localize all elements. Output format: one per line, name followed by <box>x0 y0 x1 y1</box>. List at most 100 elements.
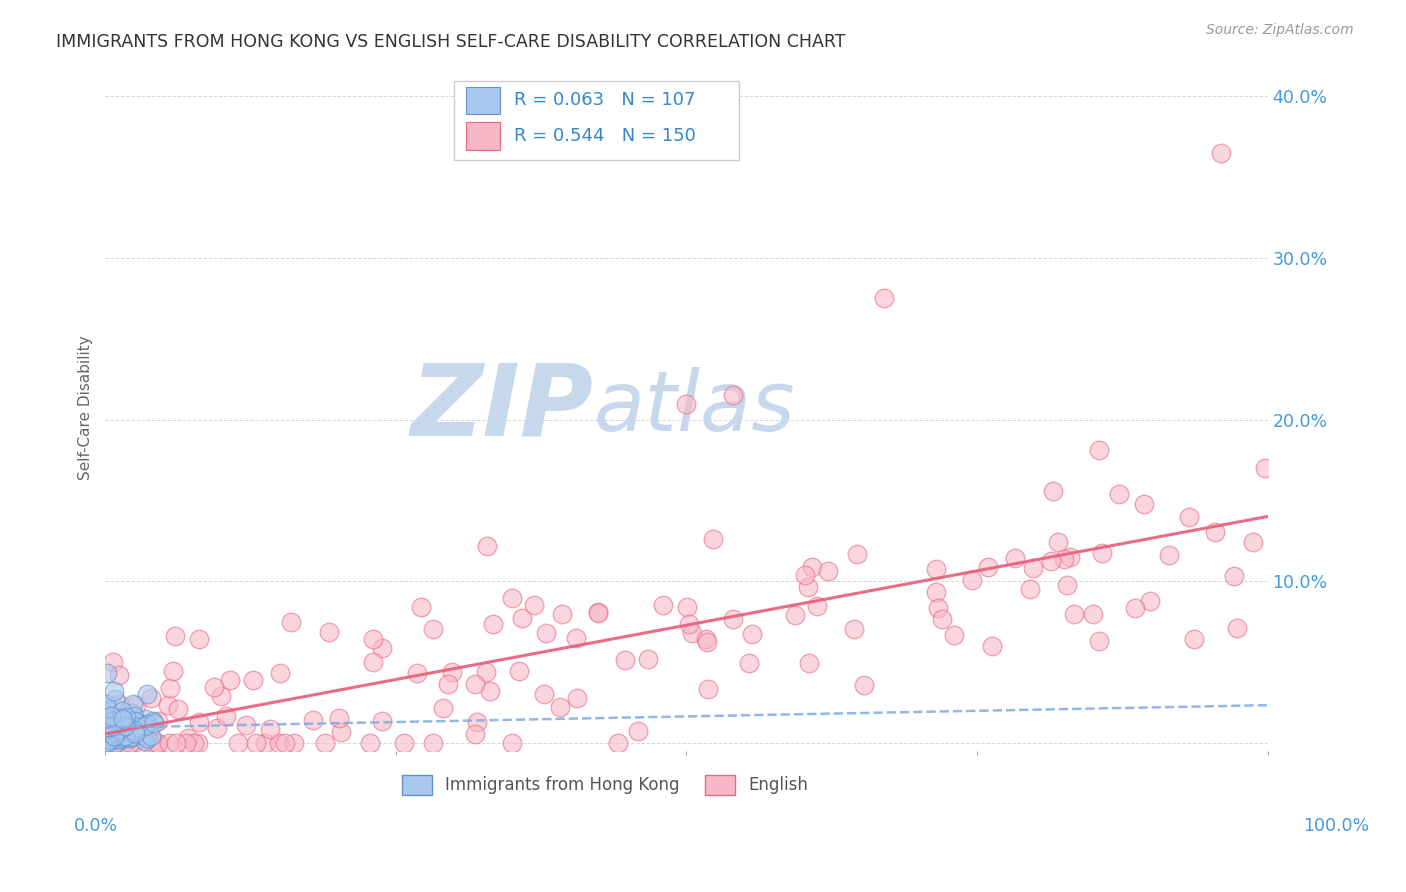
Point <box>104 692 127 706</box>
Point <box>101 722 124 736</box>
Text: R = 0.063   N = 107: R = 0.063 N = 107 <box>515 92 696 110</box>
Point <box>188 714 211 729</box>
Text: R = 0.544   N = 150: R = 0.544 N = 150 <box>515 128 696 145</box>
Point <box>110 721 132 735</box>
Point <box>927 601 949 615</box>
Point <box>122 708 145 723</box>
Point <box>97 731 120 746</box>
Point <box>464 727 486 741</box>
Point <box>114 724 136 739</box>
Point <box>1178 509 1201 524</box>
Point <box>111 730 134 744</box>
Point <box>129 736 152 750</box>
Point <box>215 708 238 723</box>
Point <box>422 622 444 636</box>
Point <box>361 632 384 646</box>
Point <box>131 731 153 746</box>
Point <box>111 712 134 726</box>
Point <box>97 733 120 747</box>
Point <box>142 716 165 731</box>
Point <box>801 559 824 574</box>
Point <box>117 729 139 743</box>
Point <box>111 704 134 718</box>
Point <box>101 723 124 737</box>
Point <box>110 718 132 732</box>
Point <box>793 567 815 582</box>
Point <box>721 612 744 626</box>
Point <box>394 736 416 750</box>
Point <box>925 585 948 599</box>
Point <box>94 724 117 739</box>
Point <box>564 631 586 645</box>
Point <box>219 673 242 688</box>
Point <box>110 724 132 739</box>
Point <box>242 673 264 687</box>
Point <box>107 667 129 681</box>
Point <box>107 723 129 738</box>
Point <box>135 731 157 746</box>
Point <box>98 720 121 734</box>
Point <box>510 611 533 625</box>
Point <box>741 627 763 641</box>
Point <box>96 724 118 739</box>
Point <box>157 736 180 750</box>
Point <box>108 715 131 730</box>
Point <box>1132 498 1154 512</box>
Point <box>738 657 761 671</box>
Point <box>931 612 953 626</box>
Point <box>139 729 162 743</box>
Point <box>1059 550 1081 565</box>
Point <box>105 721 128 735</box>
Point <box>799 656 821 670</box>
Text: atlas: atlas <box>593 368 794 448</box>
Point <box>1053 551 1076 566</box>
Point <box>533 687 555 701</box>
Point <box>112 714 135 729</box>
Point <box>111 729 134 743</box>
Point <box>283 736 305 750</box>
Point <box>110 718 132 732</box>
Point <box>104 736 127 750</box>
Point <box>97 723 120 738</box>
Point <box>114 728 136 742</box>
Point <box>122 723 145 738</box>
Point <box>146 736 169 750</box>
Point <box>1139 594 1161 608</box>
Point <box>165 736 187 750</box>
Point <box>142 736 165 750</box>
Point <box>104 736 127 750</box>
Point <box>1223 568 1246 582</box>
Text: ZIP: ZIP <box>411 359 593 456</box>
Point <box>269 736 291 750</box>
Point <box>844 622 866 636</box>
Point <box>441 665 464 679</box>
Point <box>107 724 129 739</box>
Point <box>127 720 149 734</box>
Point <box>508 664 530 678</box>
Point <box>465 715 488 730</box>
Point <box>115 722 138 736</box>
Point <box>702 532 724 546</box>
Point <box>361 655 384 669</box>
Point <box>148 736 170 750</box>
Point <box>118 723 141 737</box>
Point <box>105 720 128 734</box>
Point <box>97 712 120 726</box>
Point <box>464 677 486 691</box>
Point <box>142 714 165 728</box>
Point <box>565 690 588 705</box>
Point <box>98 717 121 731</box>
Point <box>96 724 118 739</box>
Point <box>94 720 117 734</box>
Point <box>1056 578 1078 592</box>
Point <box>302 713 325 727</box>
Y-axis label: Self-Care Disability: Self-Care Disability <box>79 335 93 480</box>
Point <box>551 607 574 622</box>
Point <box>124 726 146 740</box>
Point <box>1204 524 1226 539</box>
Point <box>100 731 122 746</box>
Point <box>132 728 155 742</box>
Point <box>1253 460 1275 475</box>
Point <box>103 729 125 743</box>
Point <box>548 699 571 714</box>
